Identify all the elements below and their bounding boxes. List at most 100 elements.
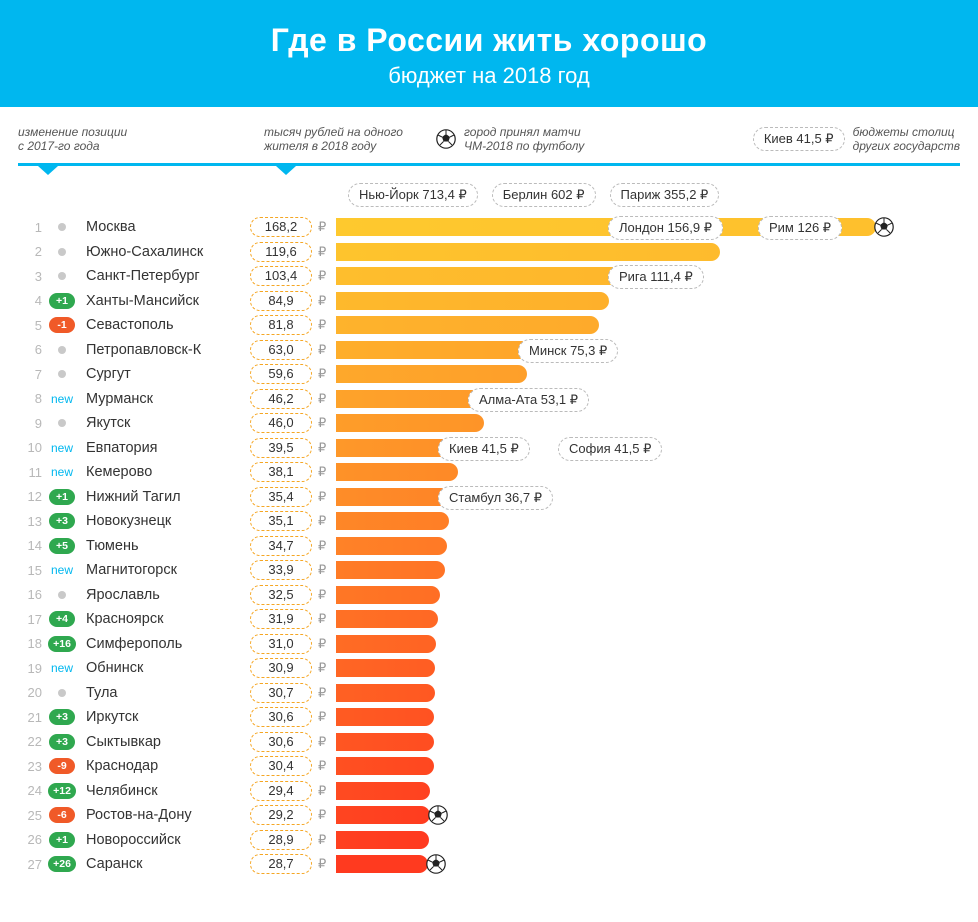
city-name: Москва bbox=[82, 219, 250, 235]
rank-up-badge: +1 bbox=[49, 293, 75, 309]
bar-track bbox=[336, 781, 960, 801]
bar-track bbox=[336, 340, 960, 360]
ruble-icon: ₽ bbox=[318, 832, 332, 848]
rank-number: 27 bbox=[18, 857, 42, 872]
rank-number: 20 bbox=[18, 685, 42, 700]
budget-value: 30,9 bbox=[250, 658, 312, 678]
bar-track bbox=[336, 364, 960, 384]
budget-bar bbox=[336, 831, 429, 849]
city-name: Сургут bbox=[82, 366, 250, 382]
position-change: +1 bbox=[42, 293, 82, 309]
ruble-icon: ₽ bbox=[318, 219, 332, 235]
budget-value: 29,2 bbox=[250, 805, 312, 825]
city-name: Челябинск bbox=[82, 783, 250, 799]
ruble-icon: ₽ bbox=[318, 268, 332, 284]
budget-bar bbox=[336, 586, 440, 604]
no-change-dot bbox=[58, 689, 66, 697]
budget-value: 30,4 bbox=[250, 756, 312, 776]
position-change: new bbox=[42, 392, 82, 406]
ruble-icon: ₽ bbox=[318, 807, 332, 823]
city-row: 25-6Ростов-на-Дону29,2₽ bbox=[18, 803, 960, 828]
budget-value: 30,7 bbox=[250, 683, 312, 703]
city-row: 2Южно-Сахалинск119,6₽ bbox=[18, 240, 960, 265]
position-change bbox=[42, 419, 82, 427]
position-change: +12 bbox=[42, 783, 82, 799]
budget-bar bbox=[336, 610, 438, 628]
budget-value: 28,7 bbox=[250, 854, 312, 874]
rank-up-badge: +5 bbox=[49, 538, 75, 554]
new-entry-label: new bbox=[51, 661, 73, 675]
legend-worldcup-text: город принял матчи ЧМ-2018 по футболу bbox=[464, 125, 584, 153]
bar-track bbox=[336, 756, 960, 776]
ruble-icon: ₽ bbox=[318, 734, 332, 750]
new-entry-label: new bbox=[51, 392, 73, 406]
city-name: Сыктывкар bbox=[82, 734, 250, 750]
city-name: Мурманск bbox=[82, 391, 250, 407]
bar-track bbox=[336, 389, 960, 409]
city-name: Новокузнецк bbox=[82, 513, 250, 529]
ruble-icon: ₽ bbox=[318, 856, 332, 872]
chart-area: 1Москва168,2₽2Южно-Сахалинск119,6₽3Санкт… bbox=[18, 215, 960, 877]
budget-value: 34,7 bbox=[250, 536, 312, 556]
bar-track bbox=[336, 683, 960, 703]
budget-bar bbox=[336, 316, 599, 334]
ruble-icon: ₽ bbox=[318, 415, 332, 431]
new-entry-label: new bbox=[51, 465, 73, 479]
city-row: 26+1Новороссийск28,9₽ bbox=[18, 828, 960, 853]
bar-track bbox=[336, 658, 960, 678]
tab-marker-right bbox=[256, 163, 960, 173]
city-name: Тула bbox=[82, 685, 250, 701]
city-name: Краснодар bbox=[82, 758, 250, 774]
position-change: -9 bbox=[42, 758, 82, 774]
ruble-icon: ₽ bbox=[318, 342, 332, 358]
city-row: 27+26Саранск28,7₽ bbox=[18, 852, 960, 877]
bar-track bbox=[336, 242, 960, 262]
ruble-icon: ₽ bbox=[318, 636, 332, 652]
bar-track bbox=[336, 560, 960, 580]
bar-track bbox=[336, 634, 960, 654]
no-change-dot bbox=[58, 591, 66, 599]
ruble-icon: ₽ bbox=[318, 685, 332, 701]
city-row: 7Сургут59,6₽ bbox=[18, 362, 960, 387]
budget-value: 28,9 bbox=[250, 830, 312, 850]
position-change: +1 bbox=[42, 489, 82, 505]
city-name: Нижний Тагил bbox=[82, 489, 250, 505]
budget-bar bbox=[336, 537, 447, 555]
city-name: Новороссийск bbox=[82, 832, 250, 848]
rank-number: 26 bbox=[18, 832, 42, 847]
city-name: Саранск bbox=[82, 856, 250, 872]
ruble-icon: ₽ bbox=[318, 562, 332, 578]
budget-bar bbox=[336, 414, 484, 432]
city-name: Севастополь bbox=[82, 317, 250, 333]
city-row: 4+1Ханты-Мансийск84,9₽ bbox=[18, 289, 960, 314]
position-change: new bbox=[42, 465, 82, 479]
budget-bar bbox=[336, 463, 458, 481]
budget-bar bbox=[336, 708, 434, 726]
city-name: Магнитогорск bbox=[82, 562, 250, 578]
budget-value: 46,0 bbox=[250, 413, 312, 433]
position-change bbox=[42, 248, 82, 256]
city-name: Евпатория bbox=[82, 440, 250, 456]
position-change bbox=[42, 272, 82, 280]
worldcup-icon bbox=[874, 217, 894, 237]
city-name: Обнинск bbox=[82, 660, 250, 676]
budget-bar bbox=[336, 341, 538, 359]
position-change: new bbox=[42, 661, 82, 675]
budget-value: 46,2 bbox=[250, 389, 312, 409]
rank-number: 16 bbox=[18, 587, 42, 602]
budget-value: 31,9 bbox=[250, 609, 312, 629]
position-change: +3 bbox=[42, 513, 82, 529]
city-name: Петропавловск-К bbox=[82, 342, 250, 358]
city-row: 23-9Краснодар30,4₽ bbox=[18, 754, 960, 779]
rank-up-badge: +3 bbox=[49, 513, 75, 529]
bar-track bbox=[336, 732, 960, 752]
foreign-capital-pill: Рим 126 ₽ bbox=[758, 216, 842, 240]
city-row: 22+3Сыктывкар30,6₽ bbox=[18, 730, 960, 755]
rank-up-badge: +1 bbox=[49, 489, 75, 505]
position-change: -6 bbox=[42, 807, 82, 823]
city-name: Якутск bbox=[82, 415, 250, 431]
rank-number: 7 bbox=[18, 367, 42, 382]
foreign-capital-pill: Киев 41,5 ₽ bbox=[438, 437, 530, 461]
new-entry-label: new bbox=[51, 441, 73, 455]
budget-bar bbox=[336, 390, 484, 408]
